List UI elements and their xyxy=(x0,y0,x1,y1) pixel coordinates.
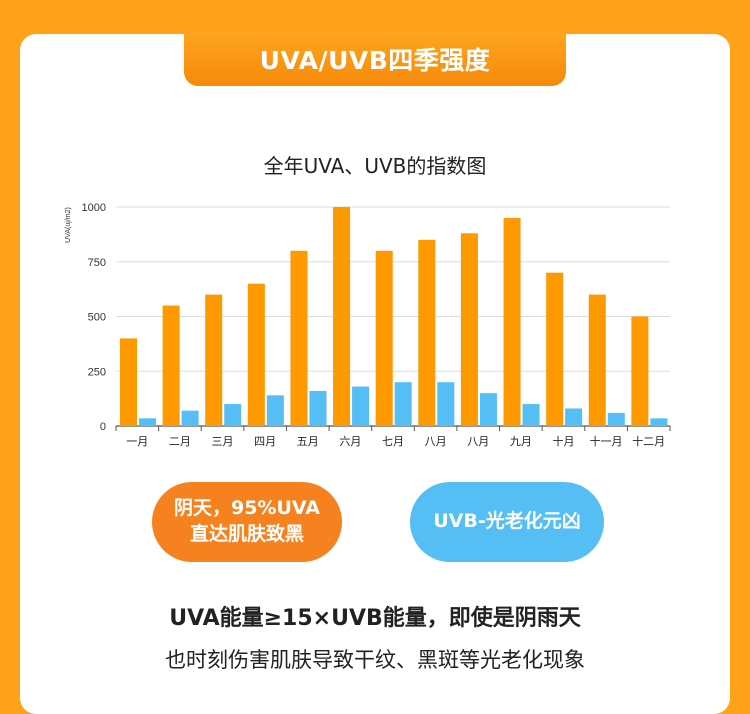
uva-bar xyxy=(205,294,223,426)
uva-info-bubble: 阴天，95%UVA 直达肌肤致黑 xyxy=(152,482,342,562)
header-title: UVA/UVB四季强度 xyxy=(184,32,566,86)
uva-bar xyxy=(290,250,308,426)
uvb-bar xyxy=(437,382,455,426)
uva-bubble-line1: 阴天，95%UVA xyxy=(173,497,321,520)
uva-bar xyxy=(460,233,478,426)
chart-title: 全年UVA、UVB的指数图 xyxy=(263,154,487,178)
y-tick-label: 750 xyxy=(88,257,106,269)
uva-bar xyxy=(546,272,564,426)
uvb-bar xyxy=(181,410,199,426)
y-tick-label: 0 xyxy=(100,421,106,433)
x-tick-label: 二月 xyxy=(169,435,191,448)
uvb-bar xyxy=(522,404,540,426)
uvb-bar xyxy=(224,404,242,426)
x-tick-label: 五月 xyxy=(297,435,319,448)
uv-bar-chart: 0 250 500 750 1000 UVA(uj/m2) 一月 二月 三月 四月 五月 六月 七月 八月… xyxy=(65,202,671,448)
caption-line1: UVA能量≥15×UVB能量，即使是阴雨天 xyxy=(169,606,581,631)
x-tick-label: 三月 xyxy=(212,435,234,448)
content-card xyxy=(20,34,730,714)
y-tick-label: 500 xyxy=(88,312,106,324)
uva-bar xyxy=(333,207,351,426)
x-tick-label: 一月 xyxy=(126,435,148,448)
uvb-bar xyxy=(309,390,327,426)
x-tick-label: 四月 xyxy=(254,435,276,448)
uvb-bar xyxy=(607,412,625,426)
uvb-bar xyxy=(394,382,412,426)
uvb-info-bubble: UVB-光老化元凶 xyxy=(410,482,604,562)
uva-bar xyxy=(162,305,180,426)
x-tick-label: 十月 xyxy=(552,434,574,448)
uva-bubble-line2: 直达肌肤致黑 xyxy=(189,523,304,545)
x-tick-label: 六月 xyxy=(339,435,361,448)
uva-bar xyxy=(418,239,436,426)
uvb-bar xyxy=(565,408,583,426)
uva-bar xyxy=(588,294,606,426)
x-tick-label: 十一月 xyxy=(590,434,623,448)
y-tick-label: 250 xyxy=(88,366,106,378)
x-tick-label: 七月 xyxy=(382,435,404,448)
x-tick-label: 八月 xyxy=(467,435,489,448)
caption-line2: 也时刻伤害肌肤导致干纹、黑斑等光老化现象 xyxy=(165,648,585,672)
x-tick-label: 十二月 xyxy=(632,434,665,448)
x-tick-label: 九月 xyxy=(510,435,532,448)
uvb-bar xyxy=(139,418,156,426)
uvb-bar xyxy=(650,418,668,426)
x-tick-label: 八月 xyxy=(425,435,447,448)
uvb-bubble-text: UVB-光老化元凶 xyxy=(433,510,581,533)
uva-bar xyxy=(503,217,521,426)
y-axis-label: UVA(uj/m2) xyxy=(65,207,72,243)
uva-bar xyxy=(120,338,137,426)
uvb-bar xyxy=(479,393,497,426)
uvb-bar xyxy=(352,386,370,426)
uva-bar xyxy=(631,316,649,426)
uva-bar xyxy=(375,250,393,426)
uvb-bar xyxy=(266,395,284,426)
uva-bar xyxy=(247,283,265,426)
y-tick-label: 1000 xyxy=(82,202,106,214)
